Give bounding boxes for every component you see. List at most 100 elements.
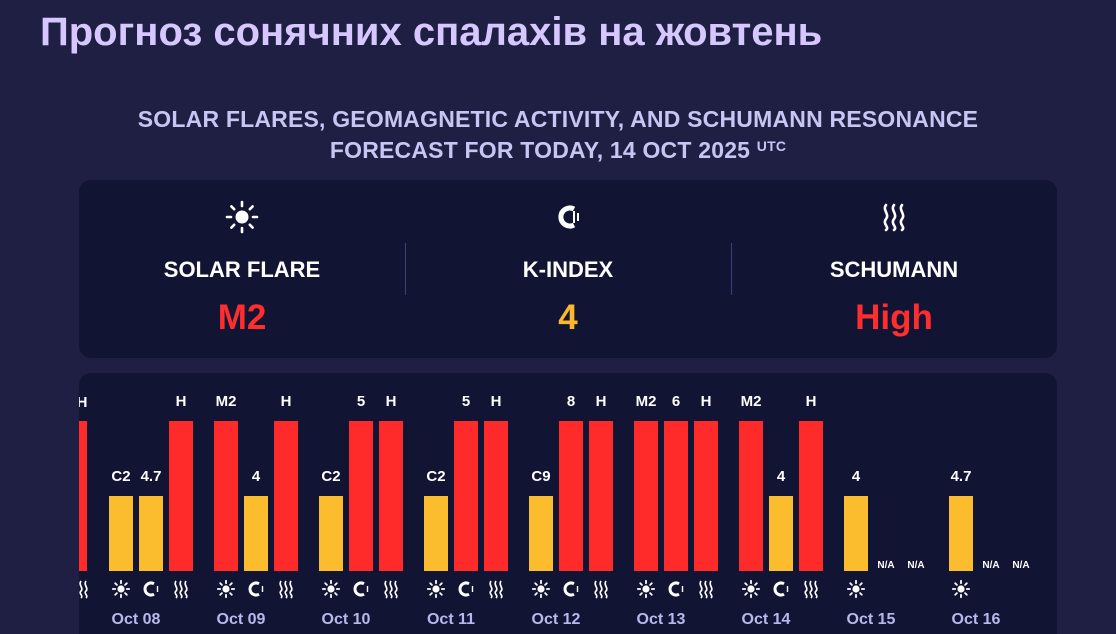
magnet-icon xyxy=(143,581,159,597)
bar-value-label: M2 xyxy=(741,393,762,410)
sun-icon xyxy=(321,579,341,599)
bar xyxy=(799,421,823,571)
bar xyxy=(844,496,868,571)
bar-value-label: C2 xyxy=(426,468,445,485)
bar-value-label: 4 xyxy=(852,468,861,485)
day-label: Oct 14 xyxy=(742,611,791,628)
k-index-metric: K-INDEX 4 xyxy=(405,180,731,358)
bar-value-label: H xyxy=(806,393,817,410)
schumann-value: High xyxy=(855,298,933,337)
solar-flare-value: M2 xyxy=(217,298,267,337)
magnet-icon xyxy=(458,581,474,597)
forecast-subtitle: SOLAR FLARES, GEOMAGNETIC ACTIVITY, AND … xyxy=(0,104,1116,166)
sun-icon xyxy=(846,579,866,599)
bar xyxy=(949,496,973,571)
bar xyxy=(424,496,448,571)
utc-label: UTC xyxy=(756,138,787,154)
forecast-chart-svg: H C2 4.7 H Oct 08 M2 4 H Oct 09 C2 5 H Oct 10 C2 5 H Oct… xyxy=(79,393,1030,628)
waves-icon xyxy=(279,580,293,599)
bar xyxy=(664,421,688,571)
bar xyxy=(379,421,403,571)
magnet-icon xyxy=(773,581,789,597)
day-label: Oct 15 xyxy=(847,611,896,628)
bar xyxy=(694,421,718,571)
subtitle-date: FORECAST FOR TODAY, 14 OCT 2025 xyxy=(329,137,751,163)
day-label: Oct 12 xyxy=(532,611,581,628)
waves-icon xyxy=(384,580,398,599)
day-label: Oct 08 xyxy=(112,611,161,628)
day-label: Oct 16 xyxy=(952,611,1001,628)
schumann-metric: SCHUMANN High xyxy=(731,180,1057,358)
bar xyxy=(109,496,133,571)
subtitle-line-2: FORECAST FOR TODAY, 14 OCT 2025 UTC xyxy=(0,135,1116,166)
bar-value-label: 8 xyxy=(567,393,575,410)
waves-icon xyxy=(731,200,1057,234)
bar-value-label: 4.7 xyxy=(951,468,972,485)
bar xyxy=(274,421,298,571)
sun-icon xyxy=(216,579,236,599)
bar-value-label: 4 xyxy=(252,468,261,485)
bar-value-label: N/A xyxy=(1012,560,1029,571)
bar-value-label: 5 xyxy=(462,393,470,410)
bar xyxy=(454,421,478,571)
day-label: Oct 11 xyxy=(427,611,475,628)
bar-value-label: H xyxy=(701,393,712,410)
waves-icon xyxy=(79,580,88,599)
magnet-icon xyxy=(248,581,264,597)
page-title: Прогноз сонячних спалахів на жовтень xyxy=(40,10,823,54)
waves-icon xyxy=(174,580,188,599)
bar-value-label: N/A xyxy=(907,560,924,571)
solar-flare-label: SOLAR FLARE xyxy=(163,257,321,282)
today-summary-card: SOLAR FLARE M2 K-INDEX 4 SCHUMANN High xyxy=(79,180,1057,358)
bar xyxy=(484,421,508,571)
bar-value-label: H xyxy=(79,394,87,411)
magnet-icon xyxy=(353,581,369,597)
magnet-icon xyxy=(668,581,684,597)
bar-value-label: 4 xyxy=(777,468,786,485)
schumann-label: SCHUMANN xyxy=(829,257,959,282)
sun-icon xyxy=(636,579,656,599)
bar-value-label: C2 xyxy=(321,468,340,485)
bar xyxy=(169,421,193,571)
day-label: Oct 10 xyxy=(322,611,371,628)
bar-value-label: 5 xyxy=(357,393,365,410)
sun-icon xyxy=(79,200,405,234)
waves-icon xyxy=(699,580,713,599)
bar-value-label: N/A xyxy=(877,560,894,571)
bar xyxy=(349,421,373,571)
bar xyxy=(319,496,343,571)
bar xyxy=(739,421,763,571)
bar xyxy=(139,496,163,571)
bar xyxy=(634,421,658,571)
magnet-icon xyxy=(563,581,579,597)
magnet-icon xyxy=(405,200,731,234)
bar xyxy=(589,421,613,571)
bar-value-label: H xyxy=(281,393,292,410)
k-index-value: 4 xyxy=(558,298,578,337)
sun-icon xyxy=(741,579,761,599)
bar-value-label: 6 xyxy=(672,393,680,410)
day-label: Oct 13 xyxy=(637,611,686,628)
day-label: Oct 09 xyxy=(217,611,266,628)
bar-value-label: H xyxy=(491,393,502,410)
bar-value-label: M2 xyxy=(216,393,237,410)
waves-icon xyxy=(594,580,608,599)
bar xyxy=(244,496,268,571)
solar-flare-metric: SOLAR FLARE M2 xyxy=(79,180,405,358)
forecast-chart: H C2 4.7 H Oct 08 M2 4 H Oct 09 C2 5 H Oct 10 C2 5 H Oct… xyxy=(79,373,1057,634)
bar-value-label: M2 xyxy=(636,393,657,410)
waves-icon xyxy=(489,580,503,599)
bar xyxy=(79,421,87,571)
waves-icon xyxy=(804,580,818,599)
bar-value-label: H xyxy=(596,393,607,410)
bar-value-label: C2 xyxy=(111,468,130,485)
bar xyxy=(214,421,238,571)
sun-icon xyxy=(951,579,971,599)
subtitle-line-1: SOLAR FLARES, GEOMAGNETIC ACTIVITY, AND … xyxy=(137,106,979,132)
sun-icon xyxy=(111,579,131,599)
bar-value-label: C9 xyxy=(531,468,550,485)
sun-icon xyxy=(531,579,551,599)
bar-value-label: 4.7 xyxy=(141,468,162,485)
bar-value-label: H xyxy=(176,393,187,410)
bar xyxy=(529,496,553,571)
